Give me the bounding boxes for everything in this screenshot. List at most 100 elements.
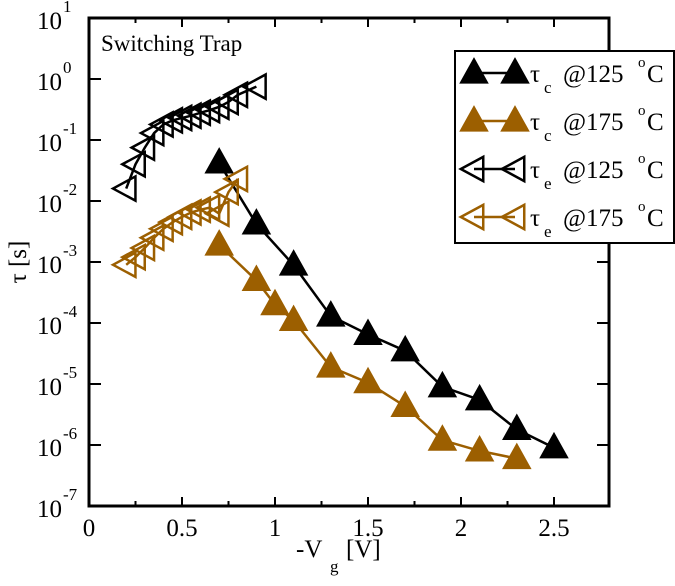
data-point bbox=[156, 106, 184, 135]
series-3 bbox=[110, 164, 249, 279]
legend-symbol: τ bbox=[530, 61, 540, 88]
data-point bbox=[458, 154, 485, 184]
data-point bbox=[119, 150, 146, 179]
legend-temp: @125 bbox=[563, 157, 624, 184]
legend-item: τ e @125 o C bbox=[458, 151, 664, 193]
x-tick-label: 1.5 bbox=[352, 515, 383, 542]
y-tick-label-exp: -2 bbox=[63, 180, 77, 199]
data-point bbox=[204, 147, 234, 174]
data-point bbox=[459, 57, 489, 84]
y-tick-label: 10 bbox=[37, 313, 62, 340]
data-point bbox=[464, 383, 495, 411]
data-point bbox=[502, 442, 532, 470]
data-point bbox=[241, 208, 272, 235]
legend: τ c @125 o Cτ c @175 o Cτ e @125 o Cτ e @175 o C bbox=[454, 50, 675, 244]
axis-labels: -V g [V] τ [s] bbox=[5, 241, 381, 576]
legend-subscript: e bbox=[544, 222, 552, 241]
data-point bbox=[499, 202, 526, 232]
data-point bbox=[241, 264, 272, 291]
y-tick-label-exp: 1 bbox=[63, 0, 72, 16]
data-point bbox=[166, 103, 193, 133]
legend-temp: @125 bbox=[563, 61, 624, 88]
data-point bbox=[204, 229, 234, 256]
data-point bbox=[194, 95, 221, 125]
legend-degree: o bbox=[638, 199, 646, 215]
legend-subscript: c bbox=[544, 78, 552, 97]
data-point bbox=[278, 304, 309, 332]
data-point bbox=[353, 366, 383, 394]
legend-unit: C bbox=[647, 109, 664, 136]
data-point bbox=[390, 334, 420, 362]
data-point bbox=[138, 223, 165, 252]
series-0 bbox=[204, 147, 569, 459]
data-point bbox=[458, 202, 485, 232]
legend-box bbox=[454, 50, 675, 244]
data-point bbox=[184, 195, 212, 224]
legend-symbol: τ bbox=[530, 205, 540, 232]
legend-symbol: τ bbox=[530, 109, 540, 136]
data-point bbox=[500, 57, 530, 84]
y-tick-label: 10 bbox=[37, 374, 62, 401]
data-point bbox=[316, 351, 346, 378]
x-tick-label: 0 bbox=[83, 515, 96, 542]
data-point bbox=[260, 288, 290, 316]
series-layer bbox=[110, 72, 569, 470]
data-point bbox=[138, 118, 165, 148]
legend-item: τ c @175 o C bbox=[459, 103, 664, 145]
legend-subscript: c bbox=[544, 126, 552, 145]
y-tick-label-exp: -5 bbox=[63, 363, 77, 382]
legend-temp: @175 bbox=[563, 205, 624, 232]
legend-unit: C bbox=[647, 61, 664, 88]
legend-unit: C bbox=[647, 205, 664, 232]
x-axis-label: -V bbox=[296, 536, 322, 563]
data-point bbox=[390, 390, 420, 417]
data-point bbox=[427, 370, 458, 398]
series-2 bbox=[110, 72, 267, 203]
data-point bbox=[128, 133, 156, 162]
legend-degree: o bbox=[638, 55, 646, 71]
y-tick-label: 10 bbox=[37, 130, 62, 157]
y-tick-label-exp: -1 bbox=[63, 119, 77, 138]
series-1 bbox=[204, 229, 532, 470]
y-tick-label: 10 bbox=[37, 496, 62, 523]
annotation-text: Switching Trap bbox=[101, 31, 242, 56]
x-axis-label-unit: [V] bbox=[346, 536, 381, 563]
y-tick-label-exp: -6 bbox=[63, 424, 77, 443]
data-point bbox=[240, 72, 267, 101]
x-axis-label-sub: g bbox=[330, 557, 339, 576]
data-point bbox=[203, 199, 230, 228]
data-point bbox=[212, 177, 239, 207]
legend-unit: C bbox=[647, 157, 664, 184]
legend-item: τ c @125 o C bbox=[459, 55, 664, 97]
data-point bbox=[278, 249, 309, 276]
data-point bbox=[500, 105, 530, 132]
series-line bbox=[125, 85, 257, 189]
data-point bbox=[353, 318, 383, 345]
data-point bbox=[110, 174, 137, 203]
data-point bbox=[221, 164, 249, 194]
legend-degree: o bbox=[638, 151, 646, 167]
y-tick-label: 10 bbox=[37, 69, 62, 96]
series-line bbox=[218, 244, 518, 460]
y-axis-label: τ [s] bbox=[5, 241, 32, 284]
legend-subscript: e bbox=[544, 174, 552, 193]
data-point bbox=[175, 198, 202, 227]
data-point bbox=[427, 424, 458, 451]
data-point bbox=[184, 98, 212, 127]
data-point bbox=[316, 300, 346, 327]
data-point bbox=[221, 80, 249, 110]
data-point bbox=[459, 105, 489, 132]
y-tick-label: 10 bbox=[37, 435, 62, 462]
data-point bbox=[464, 435, 495, 462]
data-point bbox=[119, 242, 146, 272]
data-point bbox=[175, 101, 202, 130]
legend-temp: @175 bbox=[563, 109, 624, 136]
y-tick-label-exp: 0 bbox=[63, 58, 72, 77]
data-point bbox=[539, 431, 569, 459]
legend-item: τ e @175 o C bbox=[458, 199, 664, 241]
series-line bbox=[218, 162, 555, 449]
x-tick-label: 2 bbox=[455, 515, 468, 542]
axes: 0 0.5 1 1.5 2 2.510110010-110-210-310-410-510… bbox=[37, 0, 611, 542]
x-tick-label: 1 bbox=[269, 515, 282, 542]
x-tick-label: 0.5 bbox=[166, 515, 197, 542]
